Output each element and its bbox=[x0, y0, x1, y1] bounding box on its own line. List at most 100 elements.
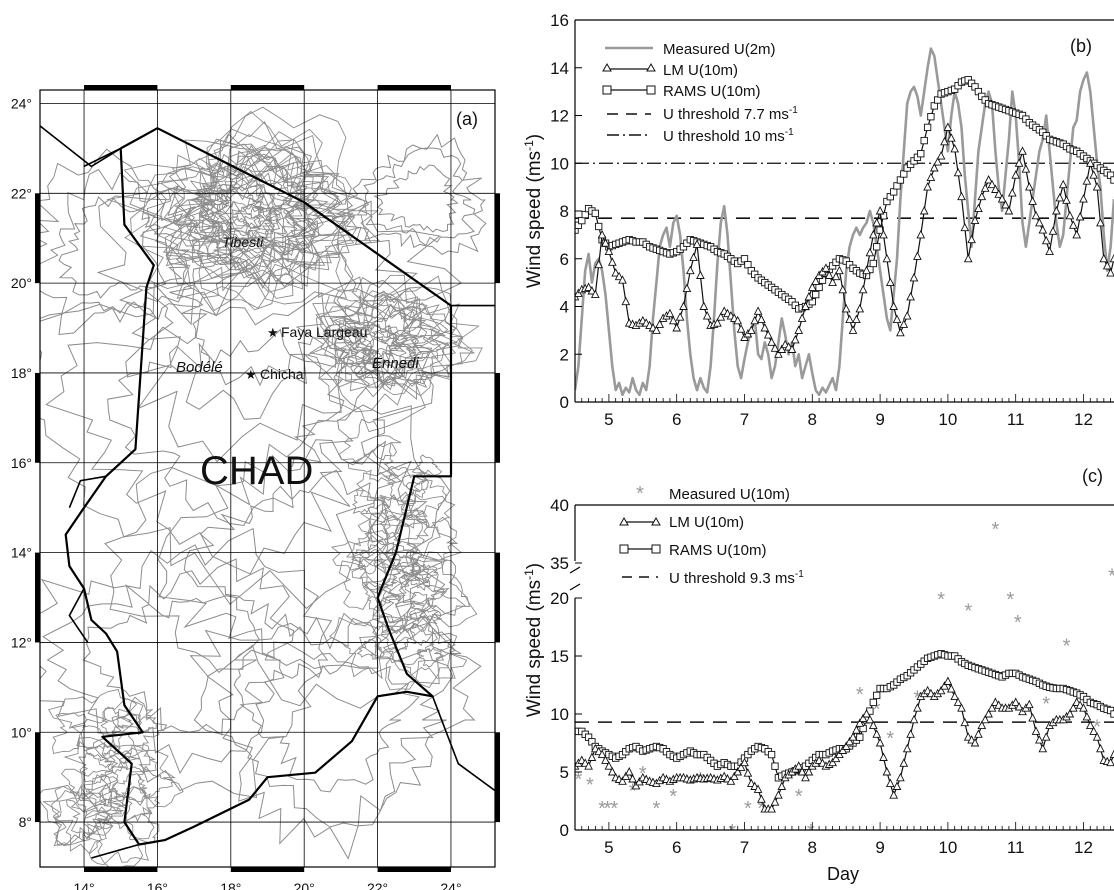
lm-point bbox=[716, 312, 726, 321]
lm-point bbox=[974, 729, 983, 738]
lm-point bbox=[1031, 726, 1041, 735]
chart-c-legend: * Measured U(10m) LM U(10m) RAMS U(10m) … bbox=[619, 483, 804, 587]
rams-point bbox=[869, 698, 877, 707]
lm-point bbox=[896, 772, 905, 782]
lm-point bbox=[950, 143, 960, 153]
chart-b-x-tick-label: 8 bbox=[808, 410, 817, 429]
lm-point bbox=[601, 755, 610, 764]
chart-b-x-tick-label: 9 bbox=[875, 410, 884, 429]
chart-b-y-tick-label: 14 bbox=[550, 59, 569, 78]
lm-point bbox=[1099, 253, 1109, 263]
chart-c-x-tick-label: 12 bbox=[1074, 838, 1093, 857]
contour-line bbox=[372, 556, 478, 631]
lm-point bbox=[757, 794, 766, 803]
contour-line bbox=[40, 148, 248, 336]
rams-point bbox=[595, 222, 603, 231]
lm-point bbox=[970, 738, 980, 747]
lm-point bbox=[923, 182, 932, 191]
contour-line bbox=[351, 534, 421, 591]
lm-point bbox=[584, 761, 593, 770]
contour-line bbox=[358, 147, 476, 247]
lm-point bbox=[835, 265, 844, 275]
lm-point bbox=[777, 344, 787, 353]
contour-line bbox=[406, 591, 440, 622]
contour-line bbox=[83, 775, 119, 807]
map-frame-ticks bbox=[35, 85, 500, 872]
lm-point bbox=[909, 714, 919, 724]
lm-point bbox=[801, 301, 810, 310]
measured-point: * bbox=[991, 519, 999, 541]
legend-b-measured: Measured U(2m) bbox=[663, 41, 776, 58]
lm-point bbox=[831, 753, 841, 763]
longitude-labels: 14° 16° 18° 20° 22° 24° bbox=[73, 880, 461, 890]
contour-line bbox=[98, 749, 184, 808]
lm-point bbox=[933, 157, 943, 166]
rams-point bbox=[591, 209, 599, 218]
latitude-labels: 24° 22° 20° 18° 16° 14° 12° 10° 8° bbox=[11, 95, 32, 830]
measured-point: * bbox=[586, 775, 594, 797]
lm-point bbox=[946, 133, 956, 142]
chart-c-x-tick-label: 7 bbox=[740, 838, 749, 857]
neighbor-border bbox=[83, 147, 122, 168]
lm-point bbox=[797, 767, 807, 776]
lm-point bbox=[1041, 235, 1051, 245]
lm-point bbox=[1109, 749, 1114, 759]
rams-point bbox=[869, 259, 877, 268]
legend-c-measured: Measured U(10m) bbox=[669, 486, 790, 503]
neighbor-border bbox=[431, 696, 495, 792]
lm-point bbox=[590, 289, 600, 299]
lm-point bbox=[733, 315, 743, 325]
lm-point bbox=[628, 774, 637, 783]
lm-point bbox=[882, 253, 892, 263]
chart-b-lm-markers bbox=[575, 122, 1114, 358]
lm-point bbox=[807, 282, 817, 291]
rams-point bbox=[873, 691, 881, 700]
lm-point bbox=[926, 172, 936, 182]
chart-c-x-tick-label: 9 bbox=[875, 838, 884, 857]
lm-point bbox=[1014, 702, 1024, 711]
lm-point bbox=[753, 784, 763, 793]
lm-point bbox=[729, 771, 739, 781]
lm-point bbox=[767, 337, 776, 346]
lm-point bbox=[621, 771, 631, 781]
lm-point bbox=[848, 325, 858, 334]
lm-point bbox=[875, 206, 885, 215]
lm-point bbox=[618, 776, 627, 785]
lm-point bbox=[862, 265, 871, 275]
chart-c-axis-break bbox=[569, 583, 581, 591]
contour-line bbox=[347, 442, 399, 483]
contour-line bbox=[382, 465, 428, 502]
lm-point bbox=[960, 717, 970, 727]
lm-point bbox=[913, 703, 922, 712]
chart-b-series-measured bbox=[575, 47, 1114, 397]
chart-c-x-tick-label: 5 bbox=[604, 838, 613, 857]
lm-point bbox=[668, 315, 678, 325]
chart-c-y-tick-label: 10 bbox=[550, 705, 569, 724]
lm-point bbox=[896, 327, 905, 337]
legend-b-lm: LM U(10m) bbox=[663, 62, 738, 79]
lm-point bbox=[882, 767, 892, 776]
chart-b-series-lm bbox=[575, 125, 1114, 356]
chart-c: ***************************** 0510152035… bbox=[522, 466, 1114, 884]
lm-point bbox=[899, 758, 909, 767]
lm-point bbox=[1028, 196, 1037, 205]
country-borders bbox=[40, 125, 495, 859]
lm-point bbox=[838, 284, 848, 294]
lm-point bbox=[984, 175, 993, 184]
contour-line bbox=[404, 576, 445, 612]
lm-point bbox=[672, 323, 682, 332]
contour-line bbox=[130, 131, 326, 299]
measured-point: * bbox=[795, 786, 803, 808]
lm-point bbox=[1052, 206, 1061, 215]
contour-line bbox=[45, 292, 380, 575]
lm-point bbox=[848, 732, 858, 741]
lm-point bbox=[794, 761, 804, 770]
frame-bar bbox=[495, 732, 500, 823]
lm-point bbox=[977, 191, 987, 201]
legend-c-lm: LM U(10m) bbox=[669, 514, 744, 531]
chart-c-y-tick-label: 20 bbox=[550, 589, 569, 608]
lm-point bbox=[950, 691, 960, 701]
place-tibesti: Tibesti bbox=[222, 234, 264, 250]
frame-bar bbox=[377, 867, 451, 872]
contour-line bbox=[408, 608, 442, 633]
